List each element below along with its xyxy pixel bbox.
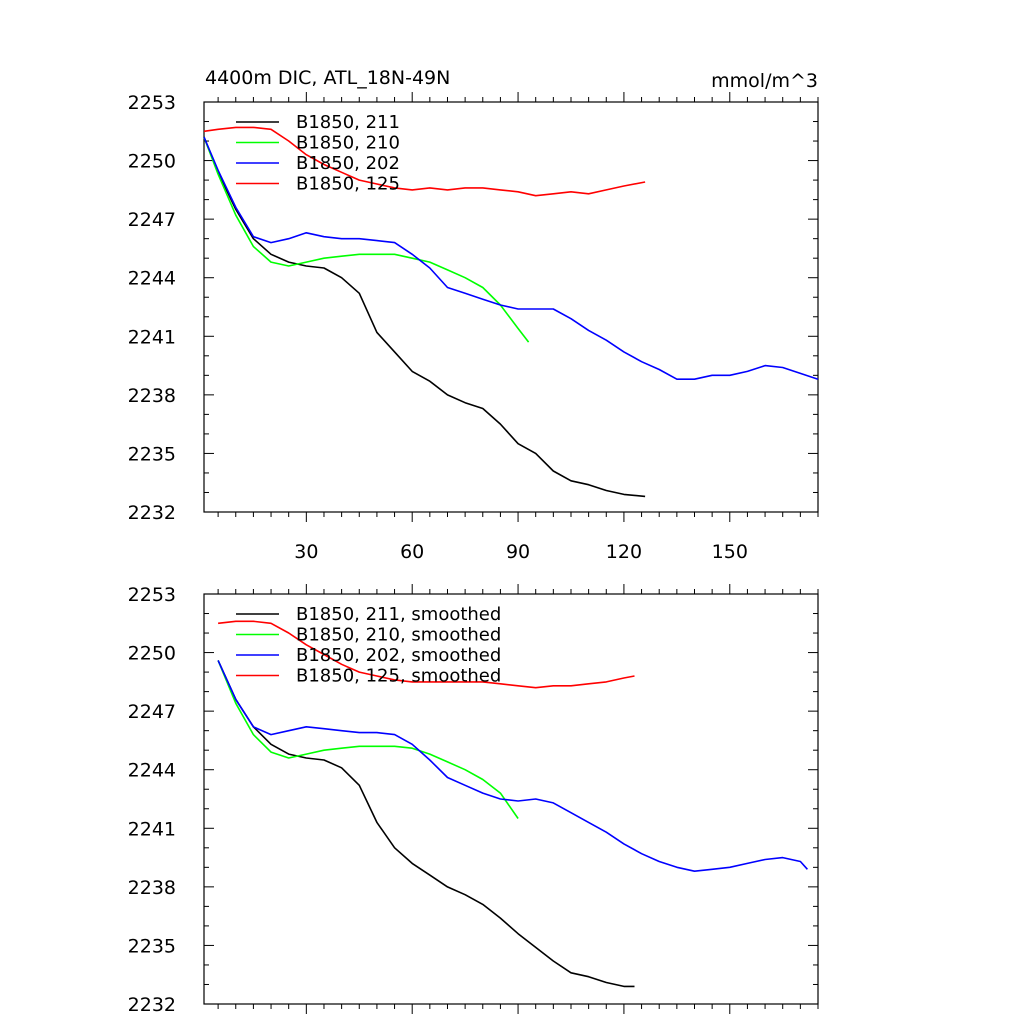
legend-label: B1850, 211 xyxy=(296,112,400,133)
series-line-top-2 xyxy=(203,136,819,381)
legend-label: B1850, 211, smoothed xyxy=(296,604,501,625)
y-tick-label: 2244 xyxy=(128,268,176,290)
y-tick-label: 2235 xyxy=(128,935,176,957)
x-tick-label: 150 xyxy=(712,541,748,563)
legend-label: B1850, 210 xyxy=(296,133,400,154)
legend-label: B1850, 202, smoothed xyxy=(296,645,501,666)
top-series-group xyxy=(203,126,819,498)
bottom-panel: 2232 2235 2238 2241 2244 2247 2250 2253 B1850, … xyxy=(128,584,819,1016)
y-tick-label: 2253 xyxy=(128,584,176,606)
top-panel: 4400m DIC, ATL_18N-49N mmol/m^3 2232 2235… xyxy=(128,67,819,563)
y-tick-label: 2232 xyxy=(128,502,176,524)
x-tick-label: 120 xyxy=(606,541,642,563)
top-panel-title: 4400m DIC, ATL_18N-49N xyxy=(205,67,450,89)
series-line-top-0 xyxy=(203,136,646,498)
x-tick-label: 60 xyxy=(400,541,424,563)
series-line-bottom-0 xyxy=(217,660,635,988)
y-tick-label: 2244 xyxy=(128,760,176,782)
bottom-plot-frame xyxy=(203,593,819,1005)
series-line-bottom-3 xyxy=(218,620,635,689)
y-tick-label: 2241 xyxy=(128,326,176,348)
series-line-bottom-1 xyxy=(217,660,519,819)
y-tick-label: 2232 xyxy=(128,994,176,1016)
y-tick-label: 2238 xyxy=(128,877,176,899)
series-line-top-1 xyxy=(203,136,530,343)
legend-label: B1850, 125, smoothed xyxy=(296,666,501,687)
x-tick-label: 90 xyxy=(506,541,530,563)
y-tick-label: 2247 xyxy=(128,701,176,723)
legend-label: B1850, 202 xyxy=(296,153,400,174)
y-tick-label: 2253 xyxy=(128,92,176,114)
series-line-top-3 xyxy=(203,126,646,197)
top-panel-units: mmol/m^3 xyxy=(711,70,818,92)
top-axis-ticks: 2232 2235 2238 2241 2244 2247 2250 2253 30 60 90 12… xyxy=(128,92,819,563)
series-line-bottom-2 xyxy=(217,660,808,873)
bottom-axis-ticks: 2232 2235 2238 2241 2244 2247 2250 2253 xyxy=(128,584,819,1016)
top-plot-frame xyxy=(203,101,819,513)
y-tick-label: 2238 xyxy=(128,385,176,407)
y-tick-label: 2247 xyxy=(128,209,176,231)
x-tick-label: 30 xyxy=(294,541,318,563)
bottom-series-group xyxy=(217,620,808,988)
y-tick-label: 2250 xyxy=(128,643,176,665)
legend-label: B1850, 210, smoothed xyxy=(296,625,501,646)
y-tick-label: 2241 xyxy=(128,818,176,840)
y-tick-label: 2250 xyxy=(128,151,176,173)
legend-label: B1850, 125 xyxy=(296,174,400,195)
y-tick-label: 2235 xyxy=(128,443,176,465)
